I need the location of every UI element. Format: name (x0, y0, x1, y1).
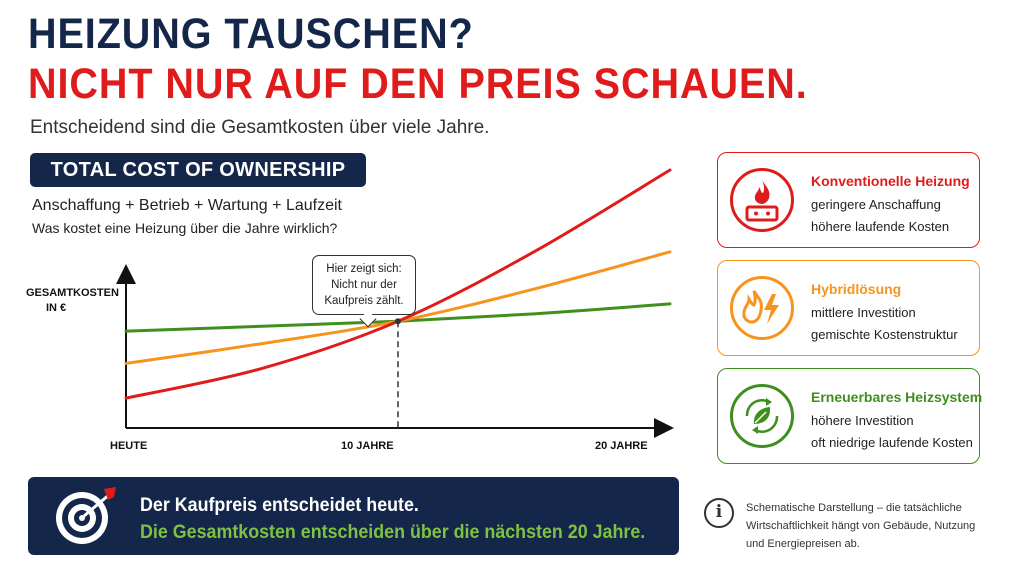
callout-line2: Nicht nur der (331, 279, 397, 291)
card-title: Konventionelle Heizung (811, 173, 970, 189)
x-tick-label-start: HEUTE (110, 440, 148, 452)
card-renewable: Erneuerbares Heizsystem höhere Investiti… (717, 368, 983, 464)
card-hybrid: Hybridlösung mittlere Investition gemisc… (717, 260, 980, 356)
card-line2: oft niedrige laufende Kosten (811, 435, 973, 450)
bottom-line2: Die Gesamtkosten entscheiden über die nä… (140, 522, 646, 543)
card-line2: gemischte Kostenstruktur (811, 327, 958, 342)
card-title: Hybridlösung (811, 281, 902, 297)
y-axis-label-line2: IN € (46, 302, 67, 314)
bottom-line1: Der Kaufpreis entscheidet heute. (140, 495, 419, 516)
y-axis-label: GESAMTKOSTEN IN € (26, 286, 119, 316)
subtitle: Entscheidend sind die Gesamtkosten über … (30, 117, 490, 138)
card-line1: höhere Investition (811, 413, 914, 428)
card-title: Erneuerbares Heizsystem (811, 389, 983, 405)
target-arrow-icon (56, 487, 116, 544)
x-tick-label-mid: 10 JAHRE (341, 440, 394, 452)
callout-line1: Hier zeigt sich: (326, 263, 402, 275)
leaf-cycle-icon (730, 384, 794, 448)
intersection-point (395, 318, 401, 325)
tco-badge: TOTAL COST OF OWNERSHIP (30, 153, 366, 187)
card-conventional: Konventionelle Heizung geringere Anschaf… (717, 152, 980, 248)
tco-question: Was kostet eine Heizung über die Jahre w… (32, 220, 338, 236)
callout-box: Hier zeigt sich: Nicht nur der Kaufpreis… (312, 255, 416, 315)
card-line1: geringere Anschaffung (811, 197, 941, 212)
disclaimer-note: Schematische Darstellung – die tatsächli… (746, 502, 976, 550)
flame-lightning-icon (730, 276, 794, 340)
card-line2: höhere laufende Kosten (811, 219, 950, 234)
flame-boiler-icon (730, 168, 794, 232)
bottom-banner: Der Kaufpreis entscheidet heute. Die Ges… (28, 477, 679, 555)
title-line-2: NICHT NUR AUF DEN PREIS SCHAUEN. (28, 60, 808, 108)
callout-line3: Kaufpreis zählt. (324, 295, 404, 307)
title-line-1: HEIZUNG TAUSCHEN? (28, 10, 474, 58)
tco-formula: Anschaffung + Betrieb + Wartung + Laufze… (32, 197, 342, 214)
info-icon: i (704, 498, 734, 528)
card-line1: mittlere Investition (811, 305, 916, 320)
x-tick-label-end: 20 JAHRE (595, 440, 648, 452)
y-axis-label-line1: GESAMTKOSTEN (26, 287, 119, 299)
